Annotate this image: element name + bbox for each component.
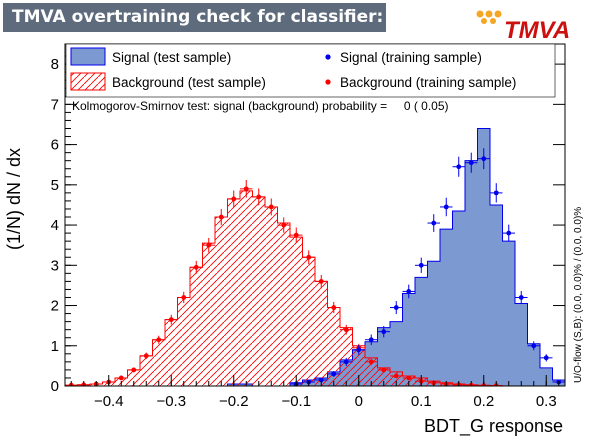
signal-training-point — [456, 164, 462, 170]
legend-box — [65, 43, 556, 98]
chart-title: TMVA overtraining check for classifier: … — [3, 3, 450, 32]
signal-training-point — [343, 359, 349, 365]
y-tick-label: 2 — [51, 298, 59, 315]
background-training-point — [406, 375, 412, 381]
y-tick-label: 3 — [51, 257, 59, 274]
legend-marker-signal-train — [325, 54, 331, 60]
signal-training-point — [531, 343, 537, 349]
y-axis-title: (1/N) dN / dx — [4, 148, 24, 250]
signal-training-points — [290, 148, 565, 386]
background-training-point — [331, 305, 337, 310]
background-training-point — [131, 367, 137, 373]
background-training-point — [318, 278, 324, 284]
background-training-point — [231, 196, 237, 202]
x-tick-label: 0 — [355, 393, 363, 410]
background-training-point — [306, 254, 312, 260]
x-axis-title: BDT_G response — [424, 416, 563, 437]
background-training-point — [243, 186, 249, 192]
signal-training-point — [506, 230, 512, 236]
legend-swatch-signal-test — [70, 47, 106, 66]
ks-test-annotation: Kolmogorov-Smirnov test: signal (backgro… — [72, 99, 449, 113]
signal-training-point — [431, 220, 437, 226]
tmva-logo: TMVA — [476, 10, 570, 42]
background-training-point — [181, 295, 187, 300]
legend-swatch-background-test — [70, 72, 106, 91]
background-training-point — [168, 317, 174, 323]
signal-training-point — [443, 204, 449, 210]
x-tick-label: 0.2 — [473, 393, 494, 410]
axes-layer: −0.4 −0.3 −0.2 −0.1 0 0.1 0.2 0.3 0 1 2 3 4 5 6 7 8 — [51, 43, 566, 410]
legend-label-background-train: Background (training sample) — [340, 75, 516, 90]
background-training-point — [256, 194, 262, 200]
background-training-point — [156, 337, 162, 343]
y-tick-label: 8 — [51, 56, 59, 73]
signal-training-point — [381, 329, 387, 335]
legend-marker-background-train — [325, 79, 331, 85]
background-test-histogram — [65, 190, 565, 386]
legend: Signal (test sample) Background (test sa… — [65, 43, 556, 98]
background-training-point — [281, 222, 287, 228]
signal-training-point — [418, 262, 424, 268]
signal-training-point — [406, 289, 412, 294]
plot-layer — [65, 127, 565, 386]
signal-training-point — [543, 355, 549, 361]
background-training-point — [268, 204, 274, 210]
y-tick-label: 7 — [51, 96, 59, 113]
legend-label-signal-train: Signal (training sample) — [340, 50, 482, 65]
logo-text: TMVA — [504, 17, 570, 42]
background-training-point — [206, 242, 212, 248]
signal-training-point — [493, 190, 499, 196]
background-training-point — [218, 214, 224, 220]
background-training-point — [368, 359, 374, 365]
background-training-point — [143, 353, 149, 359]
x-tick-label: 0.3 — [536, 393, 557, 410]
signal-training-point — [356, 347, 362, 353]
signal-test-histogram — [65, 127, 565, 386]
y-tick-label: 0 — [51, 378, 59, 395]
x-tick-label: 0.1 — [411, 393, 432, 410]
signal-training-point — [518, 295, 524, 300]
legend-label-signal-test: Signal (test sample) — [112, 50, 231, 65]
signal-training-point — [393, 305, 399, 310]
background-training-point — [118, 375, 124, 381]
background-training-point — [193, 264, 199, 270]
signal-training-point — [331, 371, 337, 377]
background-training-point — [381, 367, 387, 373]
x-tick-label: −0.2 — [219, 393, 249, 410]
overflow-note: U/O-flow (S,B): (0.0, 0.0)% / (0.0, 0.0)… — [573, 207, 584, 383]
y-tick-label: 1 — [51, 338, 59, 355]
signal-training-point — [481, 156, 487, 162]
legend-label-background-test: Background (test sample) — [112, 75, 266, 90]
y-tick-label: 4 — [51, 217, 59, 234]
background-training-point — [393, 373, 399, 379]
signal-training-point — [368, 337, 374, 343]
x-tick-label: −0.1 — [281, 393, 311, 410]
signal-training-point — [318, 377, 324, 383]
y-tick-label: 6 — [51, 137, 59, 154]
y-tick-label: 5 — [51, 177, 59, 194]
background-training-point — [343, 327, 349, 333]
background-training-point — [293, 232, 299, 238]
logo-dots-icon — [476, 10, 502, 24]
x-tick-label: −0.4 — [94, 393, 124, 410]
x-tick-label: −0.3 — [156, 393, 186, 410]
signal-training-point — [468, 160, 474, 166]
